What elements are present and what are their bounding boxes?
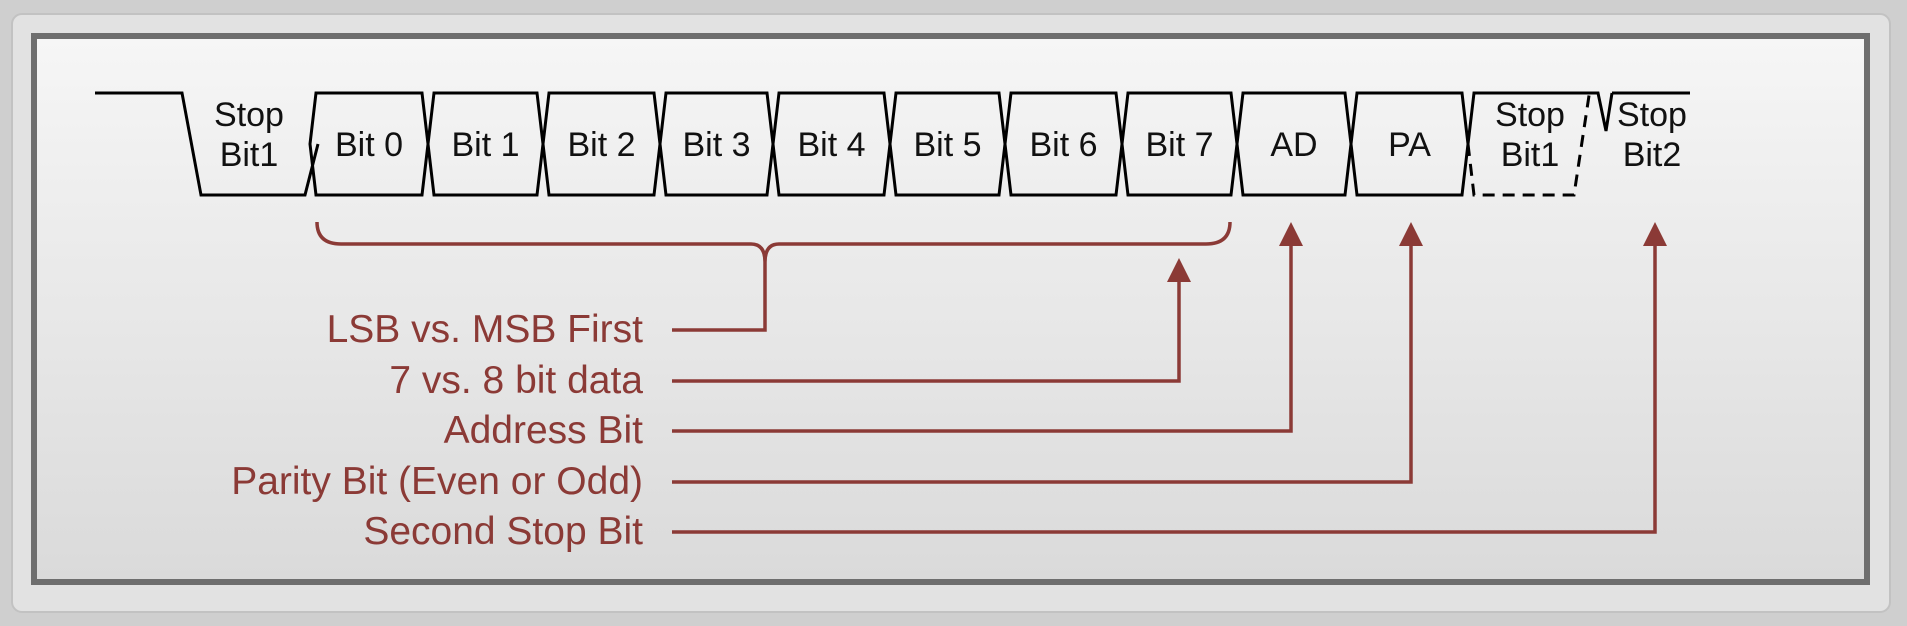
annotation-second-stop-bit: Second Stop Bit	[363, 510, 643, 553]
arrowhead-address-bit	[1279, 222, 1303, 246]
label-bit-5: Bit 5	[913, 126, 981, 164]
label-bit-3: Bit 3	[682, 126, 750, 164]
stop-bit1-dashed-line	[1466, 88, 1592, 197]
label-stop-bit2: Stop Bit2	[1617, 96, 1687, 174]
waveform: Stop Bit1 Bit 0 Bit 1 Bit 2 Bit 3 Bit 4 Bit 5 Bi…	[95, 88, 1690, 197]
label-stop-bit1-start: Stop Bit1	[214, 96, 284, 174]
annotation-labels: LSB vs. MSB First 7 vs. 8 bit data Address…	[231, 308, 643, 553]
stop-bit1-top-line	[1466, 91, 1590, 145]
label-ad: AD	[1270, 126, 1317, 164]
connector-address-bit	[672, 242, 1293, 433]
label-bit-0: Bit 0	[335, 126, 403, 164]
connector-7-vs-8-bit-data	[672, 278, 1181, 383]
label-pa: PA	[1388, 126, 1431, 164]
label-bit-1: Bit 1	[451, 126, 519, 164]
annotation-parity-bit-even-or-odd: Parity Bit (Even or Odd)	[231, 460, 643, 503]
connector-second-stop-bit	[672, 242, 1657, 534]
arrowhead-parity-bit-even-or-odd	[1399, 222, 1423, 246]
label-bit-7: Bit 7	[1145, 126, 1213, 164]
annotation-address-bit: Address Bit	[444, 409, 644, 452]
arrowhead-second-stop-bit	[1643, 222, 1667, 246]
connector-lsb-vs-msb-first	[672, 262, 767, 332]
idle-and-start-line	[95, 91, 320, 197]
panel	[31, 33, 1870, 585]
label-stop-bit1: Stop Bit1	[1495, 96, 1565, 174]
annotation-lsb-vs-msb-first: LSB vs. MSB First	[327, 308, 644, 351]
label-bit-6: Bit 6	[1029, 126, 1097, 164]
annotation-7-vs-8-bit-data: 7 vs. 8 bit data	[389, 359, 643, 402]
arrowhead-7-vs-8-bit-data	[1167, 258, 1191, 282]
annotation-arrows	[672, 222, 1667, 534]
label-bit-2: Bit 2	[567, 126, 635, 164]
connector-parity-bit-even-or-odd	[672, 242, 1413, 484]
label-bit-4: Bit 4	[797, 126, 865, 164]
stop-bit2-transition	[1590, 91, 1614, 132]
